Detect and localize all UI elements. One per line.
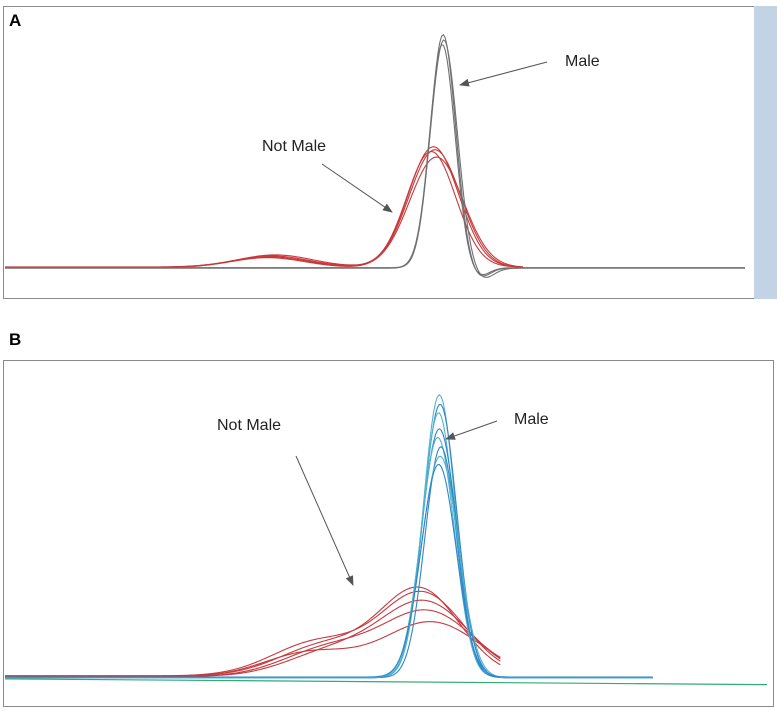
panel-a-not-male-annotation: Not Male: [262, 138, 326, 155]
panel-b-male-annotation: Male: [514, 411, 549, 428]
panel-a-not-male-arrow: [321, 163, 393, 213]
panel-b-label: B: [9, 330, 21, 349]
panel-b-curves: [4, 394, 768, 686]
panel-b-male-arrow: [445, 420, 498, 440]
panel-a-plot-frame: [3, 6, 755, 299]
panel-b-not-male-curve-2: [5, 590, 501, 677]
panel-b-male-curve-12: [5, 455, 653, 679]
panel-a: A Male Not Male: [3, 6, 777, 299]
panel-b-male-curve-13: [5, 463, 653, 678]
panel-a-curves: [5, 34, 745, 278]
panel-a-male-curve-7: [5, 44, 745, 276]
panel-b-not-male-annotation: Not Male: [217, 417, 281, 434]
panel-a-side-bar: [754, 6, 777, 299]
panel-a-male-arrow: [459, 61, 548, 87]
panel-b-baseline-line: [4, 678, 768, 686]
panel-a-male-annotation: Male: [565, 53, 600, 70]
panel-b: B Male Not Male: [3, 330, 774, 707]
panel-b-not-male-arrow: [295, 455, 354, 586]
panel-a-label: A: [9, 11, 21, 30]
panel-b-not-male-curve-4: [5, 609, 501, 677]
panel-b-plot-frame: [3, 360, 774, 707]
